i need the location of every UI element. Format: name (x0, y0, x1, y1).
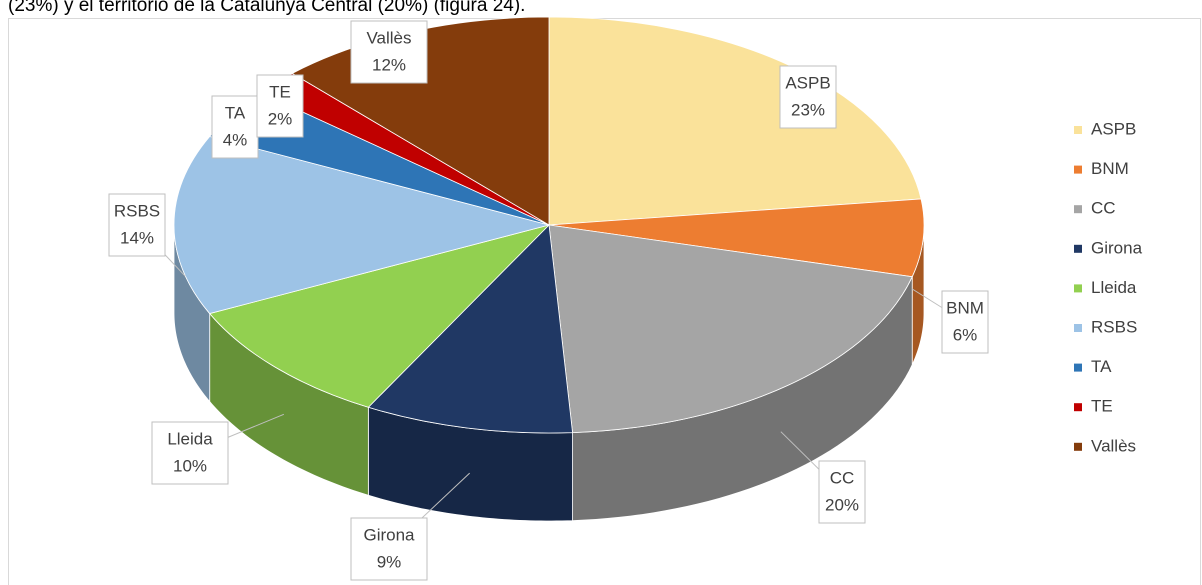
legend-label: Lleida (1091, 278, 1137, 297)
legend-swatch (1074, 284, 1082, 293)
data-label-box (108, 193, 166, 257)
data-label-box (818, 460, 866, 524)
legend-label: ASPB (1091, 119, 1136, 138)
data-label-value: 23% (791, 100, 825, 119)
legend-label: TA (1091, 357, 1112, 376)
data-label-category: TA (225, 103, 246, 122)
data-label-value: 2% (268, 109, 293, 128)
data-label-box (256, 74, 304, 138)
data-label-box (779, 65, 837, 129)
data-label-value: 20% (825, 495, 859, 514)
legend-swatch (1074, 244, 1082, 253)
legend-label: RSBS (1091, 317, 1137, 336)
legend-swatch (1074, 126, 1082, 134)
data-label-box (151, 421, 229, 485)
data-label-value: 14% (120, 228, 154, 247)
data-label-category: RSBS (114, 201, 160, 220)
legend-swatch (1074, 442, 1082, 451)
legend-label: CC (1091, 199, 1116, 218)
legend-swatch (1074, 403, 1082, 412)
legend-swatch (1074, 363, 1082, 372)
data-label-box (941, 290, 989, 354)
data-label-category: BNM (946, 298, 984, 317)
data-label-value: 10% (173, 456, 207, 475)
data-label-category: Girona (363, 525, 415, 544)
data-label-category: TE (269, 82, 291, 101)
slice (367, 224, 573, 434)
slice (173, 135, 551, 315)
data-label-value: 4% (223, 130, 248, 149)
data-label-box (350, 517, 428, 581)
data-label-value: 9% (377, 552, 402, 571)
legend-label: TE (1091, 397, 1113, 416)
slice (208, 224, 551, 408)
slice (548, 198, 925, 278)
data-label-box (350, 20, 428, 84)
data-label-category: Lleida (167, 429, 213, 448)
legend-swatch (1074, 165, 1082, 174)
intro-text: (23%) y el territorio de la Catalunya Ce… (8, 0, 525, 16)
data-label-value: 6% (953, 325, 978, 344)
legend-swatch (1074, 324, 1082, 332)
data-label-category: CC (830, 468, 855, 487)
legend-label: Girona (1091, 238, 1143, 257)
legend-swatch (1074, 205, 1082, 214)
legend-label: BNM (1091, 159, 1129, 178)
slice (548, 224, 913, 434)
data-label-category: Vallès (366, 28, 411, 47)
data-label-value: 12% (372, 55, 406, 74)
legend-label: Vallès (1091, 436, 1136, 455)
data-label-category: ASPB (785, 73, 830, 92)
